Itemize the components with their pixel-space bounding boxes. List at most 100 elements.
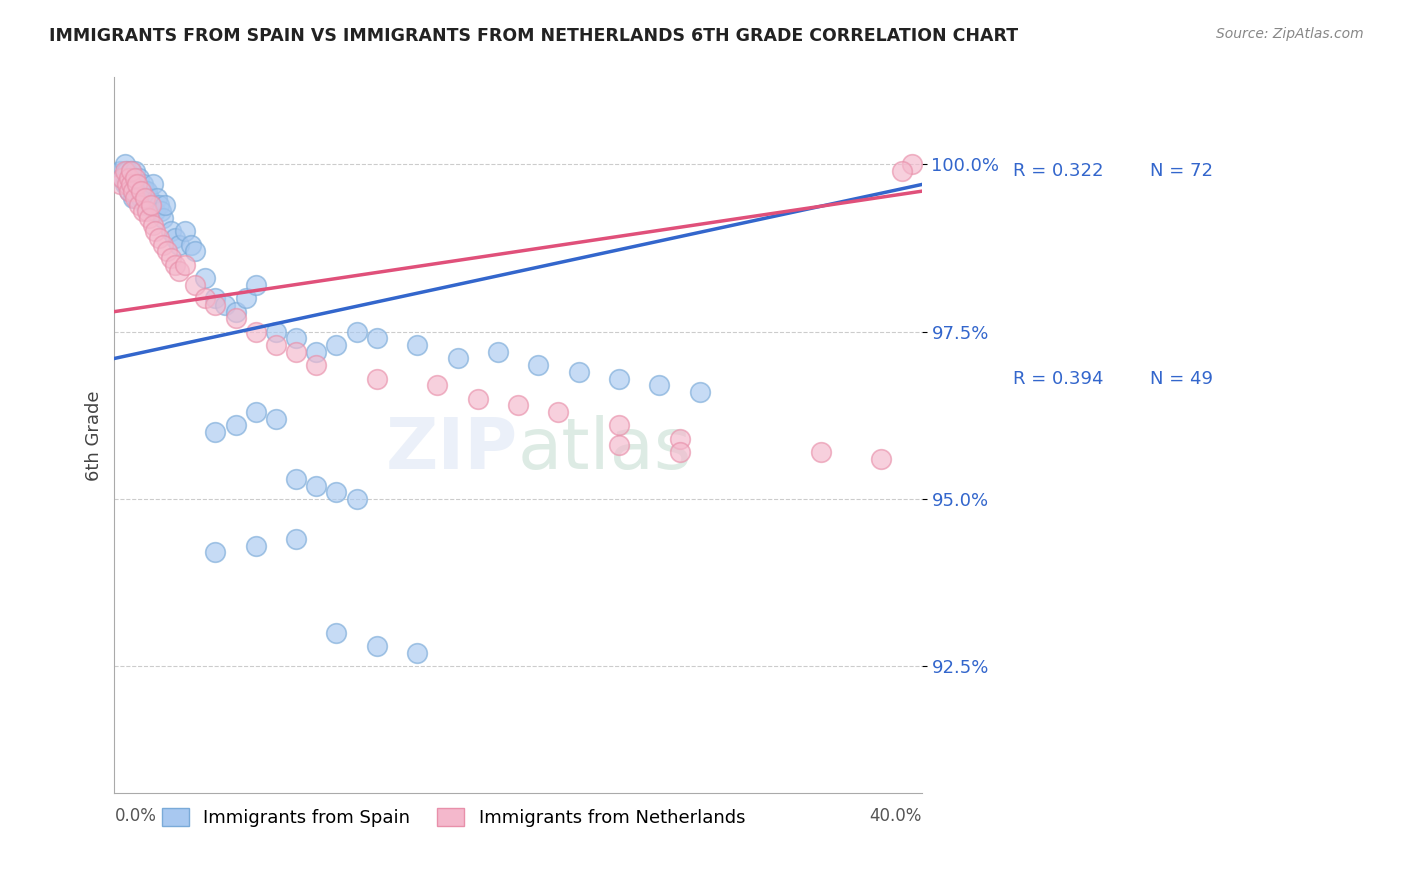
Point — [285, 472, 308, 486]
Point — [115, 178, 138, 192]
Text: N = 49: N = 49 — [1150, 369, 1213, 387]
Point — [163, 258, 186, 272]
Point — [117, 184, 139, 198]
Point — [225, 311, 247, 326]
Point — [346, 491, 368, 506]
Point — [285, 532, 308, 546]
Point — [160, 224, 183, 238]
Point — [125, 178, 148, 192]
Point — [121, 191, 143, 205]
Point — [486, 344, 509, 359]
Text: R = 0.322: R = 0.322 — [1012, 162, 1104, 180]
Point — [547, 405, 569, 419]
Bar — [962, 124, 998, 218]
Point — [153, 197, 176, 211]
Point — [124, 170, 146, 185]
Point — [114, 178, 136, 192]
Point — [506, 398, 529, 412]
Point — [305, 478, 328, 492]
Point — [128, 184, 150, 198]
Point — [204, 425, 226, 439]
Point — [149, 204, 172, 219]
Point — [138, 211, 160, 225]
Point — [134, 197, 156, 211]
FancyBboxPatch shape — [950, 87, 1286, 502]
Point — [128, 170, 150, 185]
Point — [245, 277, 267, 292]
Point — [245, 325, 267, 339]
Point — [668, 432, 690, 446]
Point — [194, 271, 217, 285]
Point — [890, 164, 912, 178]
Point — [900, 157, 922, 171]
Bar — [962, 332, 998, 425]
Point — [125, 191, 148, 205]
Point — [366, 639, 388, 653]
Point — [142, 218, 165, 232]
Y-axis label: 6th Grade: 6th Grade — [86, 390, 103, 481]
Point — [134, 191, 156, 205]
Point — [160, 251, 183, 265]
Point — [131, 204, 153, 219]
Point — [174, 224, 197, 238]
Point — [285, 331, 308, 345]
Point — [125, 178, 148, 192]
Point — [143, 224, 166, 238]
Point — [285, 344, 308, 359]
Point — [121, 170, 143, 185]
Point — [346, 325, 368, 339]
Point — [117, 170, 139, 185]
Point — [325, 625, 347, 640]
Point — [131, 178, 153, 192]
Point — [142, 178, 165, 192]
Point — [129, 191, 152, 205]
Point — [689, 384, 711, 399]
Point — [305, 344, 328, 359]
Point — [139, 197, 162, 211]
Point — [156, 244, 179, 259]
Point — [115, 178, 138, 192]
Point — [607, 371, 630, 385]
Point — [184, 277, 207, 292]
Point — [305, 358, 328, 372]
Point — [325, 485, 347, 500]
Point — [139, 197, 162, 211]
Point — [148, 231, 170, 245]
Point — [114, 164, 136, 178]
Point — [143, 204, 166, 219]
Point — [124, 164, 146, 178]
Point — [124, 191, 146, 205]
Point — [406, 338, 429, 352]
Point — [194, 291, 217, 305]
Point — [129, 184, 152, 198]
Point — [117, 184, 139, 198]
Text: 0.0%: 0.0% — [114, 806, 156, 825]
Point — [120, 178, 142, 192]
Point — [152, 237, 174, 252]
Point — [117, 170, 139, 185]
Point — [135, 204, 157, 219]
Point — [134, 184, 156, 198]
Point — [167, 264, 190, 278]
Point — [204, 298, 226, 312]
Point — [120, 164, 142, 178]
Point — [467, 392, 489, 406]
Text: 40.0%: 40.0% — [869, 806, 922, 825]
Point — [225, 304, 247, 318]
Point — [235, 291, 257, 305]
Point — [325, 338, 347, 352]
Text: Source: ZipAtlas.com: Source: ZipAtlas.com — [1216, 27, 1364, 41]
Text: IMMIGRANTS FROM SPAIN VS IMMIGRANTS FROM NETHERLANDS 6TH GRADE CORRELATION CHART: IMMIGRANTS FROM SPAIN VS IMMIGRANTS FROM… — [49, 27, 1018, 45]
Point — [366, 371, 388, 385]
Point — [184, 244, 207, 259]
Point — [120, 164, 142, 178]
Point — [163, 231, 186, 245]
Point — [115, 164, 138, 178]
Point — [214, 298, 236, 312]
Point — [366, 331, 388, 345]
Point — [426, 378, 449, 392]
Point — [110, 164, 132, 178]
Text: R = 0.394: R = 0.394 — [1012, 369, 1104, 387]
Point — [245, 405, 267, 419]
Point — [607, 418, 630, 433]
